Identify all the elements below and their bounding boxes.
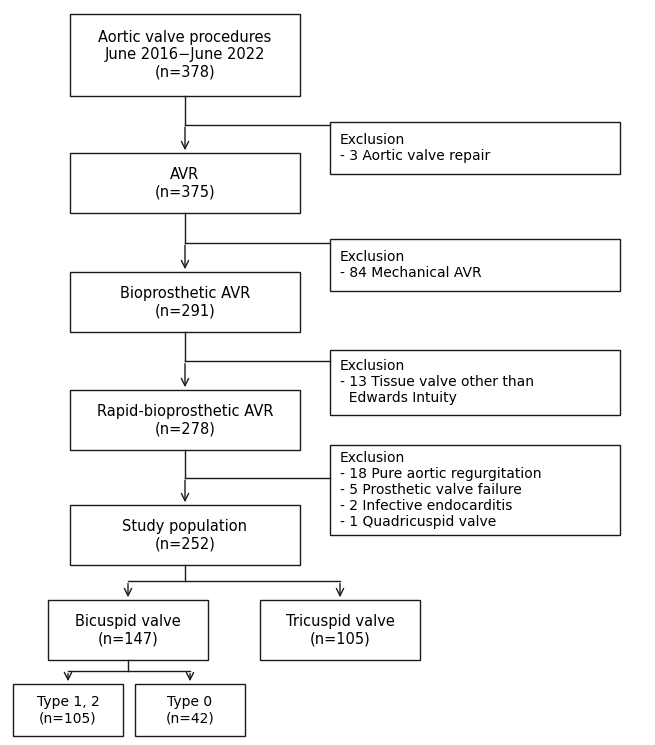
Bar	[330, 239, 620, 291]
Text: Bioprosthetic AVR
(n=291): Bioprosthetic AVR (n=291)	[120, 286, 250, 318]
Bar	[70, 153, 300, 213]
Bar	[70, 272, 300, 332]
Text: Exclusion
- 3 Aortic valve repair: Exclusion - 3 Aortic valve repair	[340, 133, 490, 163]
Bar	[330, 122, 620, 174]
Text: Rapid-bioprosthetic AVR
(n=278): Rapid-bioprosthetic AVR (n=278)	[97, 404, 273, 437]
Text: Exclusion
- 84 Mechanical AVR: Exclusion - 84 Mechanical AVR	[340, 250, 481, 280]
Bar	[260, 600, 420, 660]
Text: Tricuspid valve
(n=105): Tricuspid valve (n=105)	[286, 614, 394, 646]
Text: Aortic valve procedures
June 2016−June 2022
(n=378): Aortic valve procedures June 2016−June 2…	[98, 30, 272, 80]
Bar	[330, 349, 620, 414]
Text: Type 1, 2
(n=105): Type 1, 2 (n=105)	[37, 695, 100, 725]
Bar	[70, 505, 300, 565]
Bar	[13, 684, 123, 736]
Bar	[70, 390, 300, 450]
Bar	[330, 445, 620, 535]
Bar	[70, 14, 300, 96]
Text: Study population
(n=252): Study population (n=252)	[122, 519, 248, 551]
Text: Bicuspid valve
(n=147): Bicuspid valve (n=147)	[75, 614, 181, 646]
Text: Exclusion
- 13 Tissue valve other than
  Edwards Intuity: Exclusion - 13 Tissue valve other than E…	[340, 359, 534, 405]
Bar	[135, 684, 245, 736]
Text: AVR
(n=375): AVR (n=375)	[155, 167, 215, 199]
Text: Exclusion
- 18 Pure aortic regurgitation
- 5 Prosthetic valve failure
- 2 Infect: Exclusion - 18 Pure aortic regurgitation…	[340, 451, 542, 530]
Bar	[48, 600, 208, 660]
Text: Type 0
(n=42): Type 0 (n=42)	[166, 695, 214, 725]
